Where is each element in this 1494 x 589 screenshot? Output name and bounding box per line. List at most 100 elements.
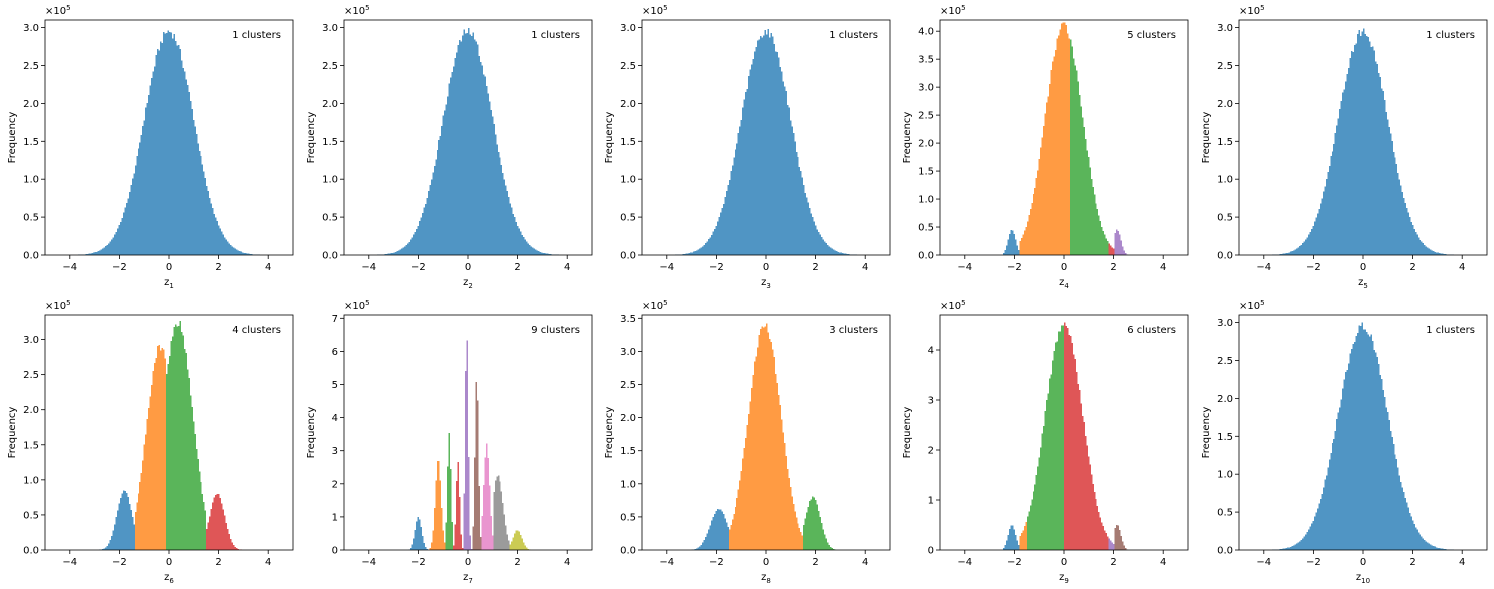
histogram-bar <box>224 237 226 255</box>
histogram-bar <box>493 491 495 550</box>
histogram-bar <box>485 443 488 550</box>
x-tick-label: 0 <box>763 557 769 568</box>
histogram-bar <box>97 251 100 255</box>
histogram-bar <box>517 530 519 550</box>
histogram-bar <box>194 433 196 550</box>
histogram-bar <box>788 107 790 255</box>
histogram-bar <box>1363 329 1365 550</box>
histogram-bar <box>1394 454 1396 550</box>
histogram-bar <box>219 498 222 550</box>
histogram-bar <box>1374 352 1377 550</box>
histogram-bar <box>1327 467 1329 550</box>
histogram-bar <box>204 510 207 550</box>
histogram-bar <box>1348 363 1350 550</box>
y-tick-label: 1.0 <box>620 479 636 490</box>
histogram-bar <box>1059 29 1062 255</box>
histogram-bar <box>1294 249 1297 255</box>
histogram-bar <box>218 493 220 550</box>
y-tick-label: 1.0 <box>23 475 39 486</box>
histogram-bar <box>722 203 725 255</box>
histogram-bar <box>533 248 535 255</box>
histogram-bar <box>825 538 828 550</box>
histogram-bar <box>423 207 425 255</box>
histogram-bar <box>491 116 494 256</box>
histogram-bar <box>139 142 141 255</box>
histogram-bar <box>1044 113 1047 255</box>
histogram-bar <box>797 523 799 550</box>
y-tick-label: 3.0 <box>1217 23 1233 34</box>
histogram-bar <box>105 547 107 550</box>
histogram-bar <box>1351 349 1353 550</box>
histogram-bar <box>1392 444 1395 550</box>
histogram-bar <box>792 133 795 255</box>
histogram-bar <box>694 548 697 550</box>
histogram-bar <box>1418 532 1420 550</box>
histogram-bar <box>219 228 222 255</box>
histogram-bar <box>130 509 132 550</box>
histogram-bar <box>543 253 546 255</box>
histogram-bar <box>800 170 802 255</box>
histogram-bar <box>1010 229 1012 255</box>
cluster-count-annotation: 4 clusters <box>232 325 281 336</box>
histogram-bar <box>1105 238 1108 255</box>
histogram-bar <box>1352 343 1355 550</box>
histogram-bar <box>1038 158 1041 255</box>
y-tick-label: 0.0 <box>620 251 636 262</box>
y-tick-label: 2 <box>332 479 338 490</box>
histogram-bar <box>795 517 798 550</box>
histogram-bar <box>511 207 513 255</box>
histogram-bar <box>213 497 216 550</box>
histogram-bar <box>800 532 802 550</box>
histogram-bar <box>736 498 738 550</box>
histogram-bar <box>1416 529 1419 550</box>
histogram-bar <box>807 202 810 255</box>
histogram-bar <box>136 502 138 550</box>
histogram-bar <box>1078 94 1081 256</box>
histogram-bar <box>473 457 476 550</box>
histogram-bar <box>1007 239 1009 255</box>
histogram-bar <box>1310 523 1313 550</box>
histogram-bar <box>703 540 705 550</box>
x-tick-label: −2 <box>1007 262 1022 273</box>
histogram-bar <box>745 92 747 255</box>
histogram-bar <box>106 545 108 550</box>
histogram-bar <box>789 120 792 255</box>
histogram-bar <box>1117 231 1120 255</box>
histogram-bar <box>1101 226 1103 255</box>
histogram-bar <box>499 481 501 550</box>
histogram-bar <box>411 544 413 550</box>
y-tick-label: 2.0 <box>620 413 636 424</box>
histogram-bar <box>542 252 544 255</box>
histogram-bar <box>454 524 457 550</box>
histogram-bar <box>107 243 110 255</box>
histogram-bar <box>1293 545 1295 550</box>
histogram-bar <box>702 246 704 255</box>
histogram-bar <box>684 253 686 255</box>
histogram-bar <box>243 252 245 255</box>
histogram-bar <box>1315 512 1317 550</box>
histogram-bar <box>1077 384 1079 550</box>
histogram-bar <box>539 251 541 255</box>
histogram-bar <box>103 548 106 550</box>
histogram-bar <box>1325 178 1328 255</box>
histogram-bar <box>1352 51 1355 255</box>
histogram-bar <box>1415 527 1417 550</box>
histogram-bar <box>780 419 783 550</box>
x-tick-label: −4 <box>659 557 674 568</box>
histogram-bar <box>1351 51 1353 255</box>
histogram-bar <box>235 548 238 550</box>
x-tick-label: 0 <box>763 262 769 273</box>
histogram-bar <box>161 42 164 256</box>
histogram-bar <box>484 457 486 550</box>
subplot-z6: −4 −2 0 2 4 0.0 0.5 1.0 1.5 2.0 2.5 3.0 z6 Frequency ×… <box>7 299 294 585</box>
x-tick-label: 2 <box>215 557 221 568</box>
histogram-bar <box>736 143 738 255</box>
histogram-bar <box>442 115 445 255</box>
histogram-bar <box>134 511 137 550</box>
histogram-bar <box>1055 49 1057 256</box>
histogram-bar <box>1389 133 1392 255</box>
histogram-bar <box>1395 459 1398 550</box>
x-axis-label: z1 <box>164 277 174 290</box>
histogram-bar <box>421 535 424 550</box>
histogram-bar <box>157 49 159 255</box>
